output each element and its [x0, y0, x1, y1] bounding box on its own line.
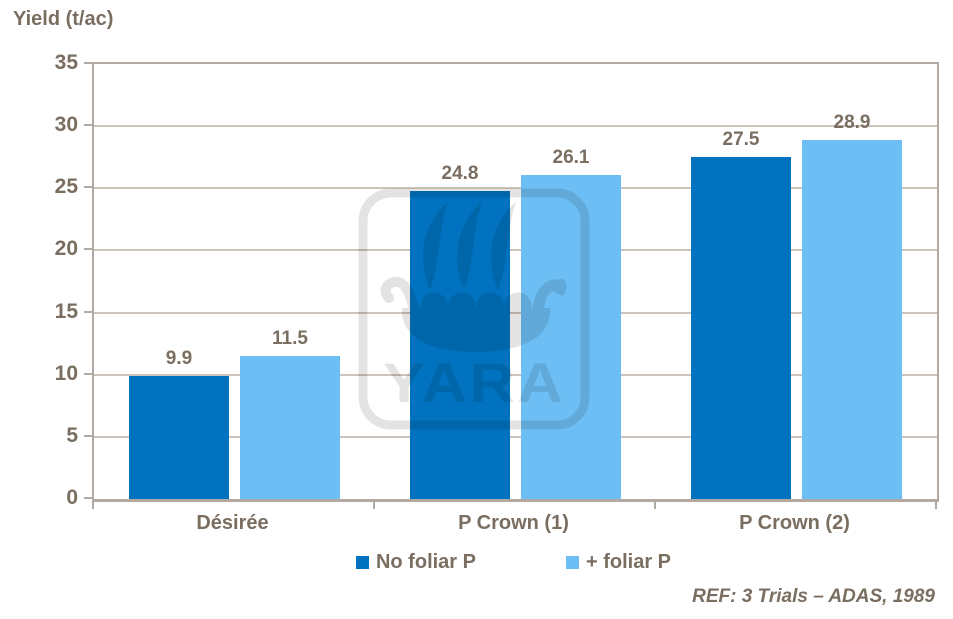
y-axis-tick-label: 35: [54, 51, 78, 74]
bar-value-label: 24.8: [441, 162, 479, 184]
plot-area: 9.9 11.5 24.8 26.1 27.5 28.9: [92, 62, 939, 502]
y-axis-tick-label: 10: [54, 361, 78, 385]
y-axis-tick: [84, 124, 92, 127]
legend-item: + foliar P: [565, 551, 672, 574]
y-axis-tick: [84, 372, 92, 375]
legend-item: No foliar P: [355, 551, 476, 574]
bar-value-label: 11.5: [272, 328, 308, 350]
x-axis-tick: [373, 500, 375, 509]
y-axis-tick-label: 25: [54, 175, 78, 199]
category-label: Désirée: [196, 512, 269, 534]
legend-swatch: [355, 556, 369, 569]
y-axis-tick-label: 5: [66, 423, 78, 447]
y-axis-tick: [84, 248, 92, 251]
legend-label: No foliar P: [375, 551, 476, 573]
y-axis-tick: [84, 497, 92, 499]
x-axis-tick: [935, 500, 937, 509]
chart-title: Yield (t/ac): [13, 8, 114, 30]
y-axis-tick-label: 30: [54, 113, 78, 137]
gridline: [94, 435, 937, 438]
y-axis-tick-label: 0: [66, 486, 78, 509]
bar-no-foliar-p: [129, 375, 229, 499]
y-axis-tick-label: 15: [54, 299, 78, 323]
bar--foliar-p: [521, 174, 621, 499]
bar-value-label: 9.9: [165, 347, 193, 369]
bar--foliar-p: [802, 139, 902, 499]
bar-value-label: 26.1: [552, 146, 590, 168]
chart-legend: No foliar P + foliar P: [92, 551, 935, 574]
x-axis-tick: [654, 500, 656, 509]
category-label: P Crown (2): [739, 512, 850, 534]
x-axis-tick: [92, 500, 94, 509]
y-axis-tick: [84, 310, 92, 313]
y-axis-tick-label: 20: [54, 237, 78, 261]
y-axis-tick: [84, 186, 92, 189]
bar-value-label: 27.5: [722, 129, 760, 151]
reference-note: REF: 3 Trials – ADAS, 1989: [692, 586, 935, 607]
bar-no-foliar-p: [691, 157, 791, 499]
y-axis-tick: [84, 434, 92, 437]
legend-label: + foliar P: [585, 551, 672, 573]
category-label: P Crown (1): [458, 512, 569, 534]
y-axis-tick: [84, 62, 92, 64]
legend-swatch: [565, 556, 579, 569]
bar-value-label: 28.9: [833, 111, 871, 133]
bar--foliar-p: [240, 356, 340, 499]
gridline: [94, 187, 937, 190]
gridline: [94, 125, 937, 128]
bar-no-foliar-p: [410, 190, 510, 499]
